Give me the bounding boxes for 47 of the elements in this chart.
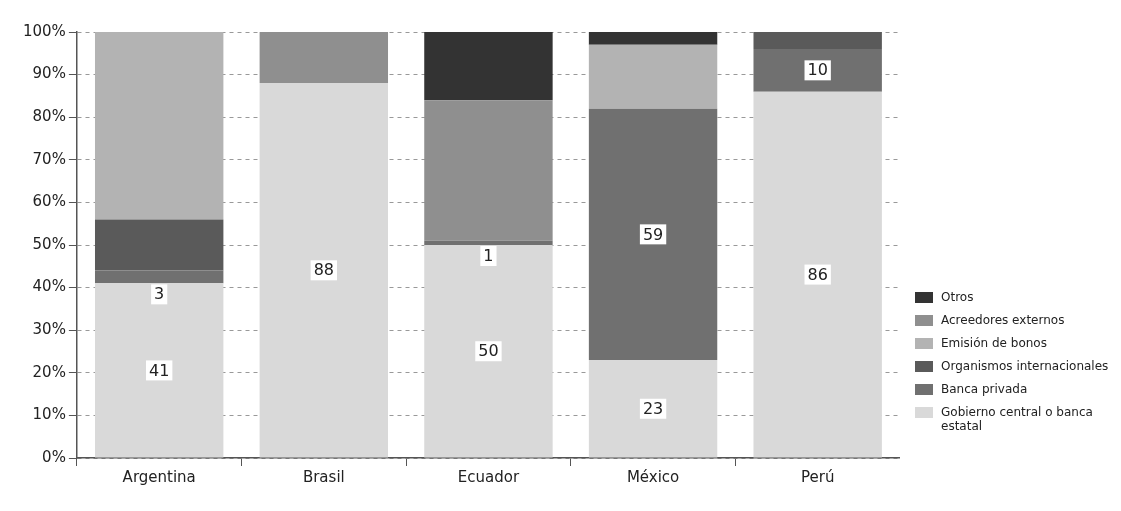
y-tick-label: 100%: [22, 21, 66, 40]
y-tick-label: 40%: [32, 277, 66, 296]
bar: [424, 32, 553, 101]
legend-label: Emisión de bonos: [941, 336, 1047, 350]
x-tick-label: Argentina: [122, 467, 196, 486]
y-tick-label: 50%: [32, 234, 66, 253]
y-tick-label: 10%: [32, 405, 66, 424]
data-label: 23: [642, 398, 664, 418]
y-tick-label: 80%: [32, 107, 66, 126]
x-tick-label: México: [626, 467, 680, 486]
x-tick-label: Brasil: [302, 467, 345, 486]
legend-label: Acreedores externos: [941, 313, 1065, 327]
y-tick-label: 30%: [32, 320, 66, 339]
data-label: 41: [149, 360, 170, 380]
bar: [94, 32, 224, 220]
bar: [259, 32, 389, 84]
y-tick-label: 60%: [32, 192, 66, 211]
y-tick-label: 0%: [42, 447, 66, 466]
data-label: 10: [807, 60, 828, 80]
bar: [259, 83, 389, 458]
legend-label: Otros: [941, 290, 974, 304]
data-label: 3: [154, 284, 165, 304]
data-label: 1: [483, 246, 494, 266]
bar: [588, 32, 718, 45]
bar: [588, 360, 718, 458]
bar: [588, 44, 718, 109]
x-tick-label: Perú: [800, 467, 835, 486]
bar: [588, 108, 718, 361]
x-tick-label: Ecuador: [457, 467, 520, 486]
data-label: 86: [807, 264, 828, 284]
bar: [94, 283, 224, 458]
legend-label: Gobierno central o banca estatal: [941, 405, 1094, 433]
bar: [424, 245, 553, 458]
data-label: 88: [313, 260, 334, 280]
y-tick-label: 90%: [32, 64, 66, 83]
bar: [424, 240, 553, 245]
data-label: 59: [642, 224, 664, 244]
bar: [753, 91, 882, 458]
data-label: 50: [478, 341, 499, 361]
y-tick-label: 70%: [32, 149, 66, 168]
legend-label: Banca privada: [941, 382, 1028, 396]
bar: [94, 219, 224, 271]
bar: [753, 49, 882, 92]
legend-label: Organismos internacionales: [941, 359, 1109, 373]
bar: [753, 32, 882, 50]
bar: [94, 270, 224, 284]
y-tick-label: 20%: [32, 362, 66, 381]
